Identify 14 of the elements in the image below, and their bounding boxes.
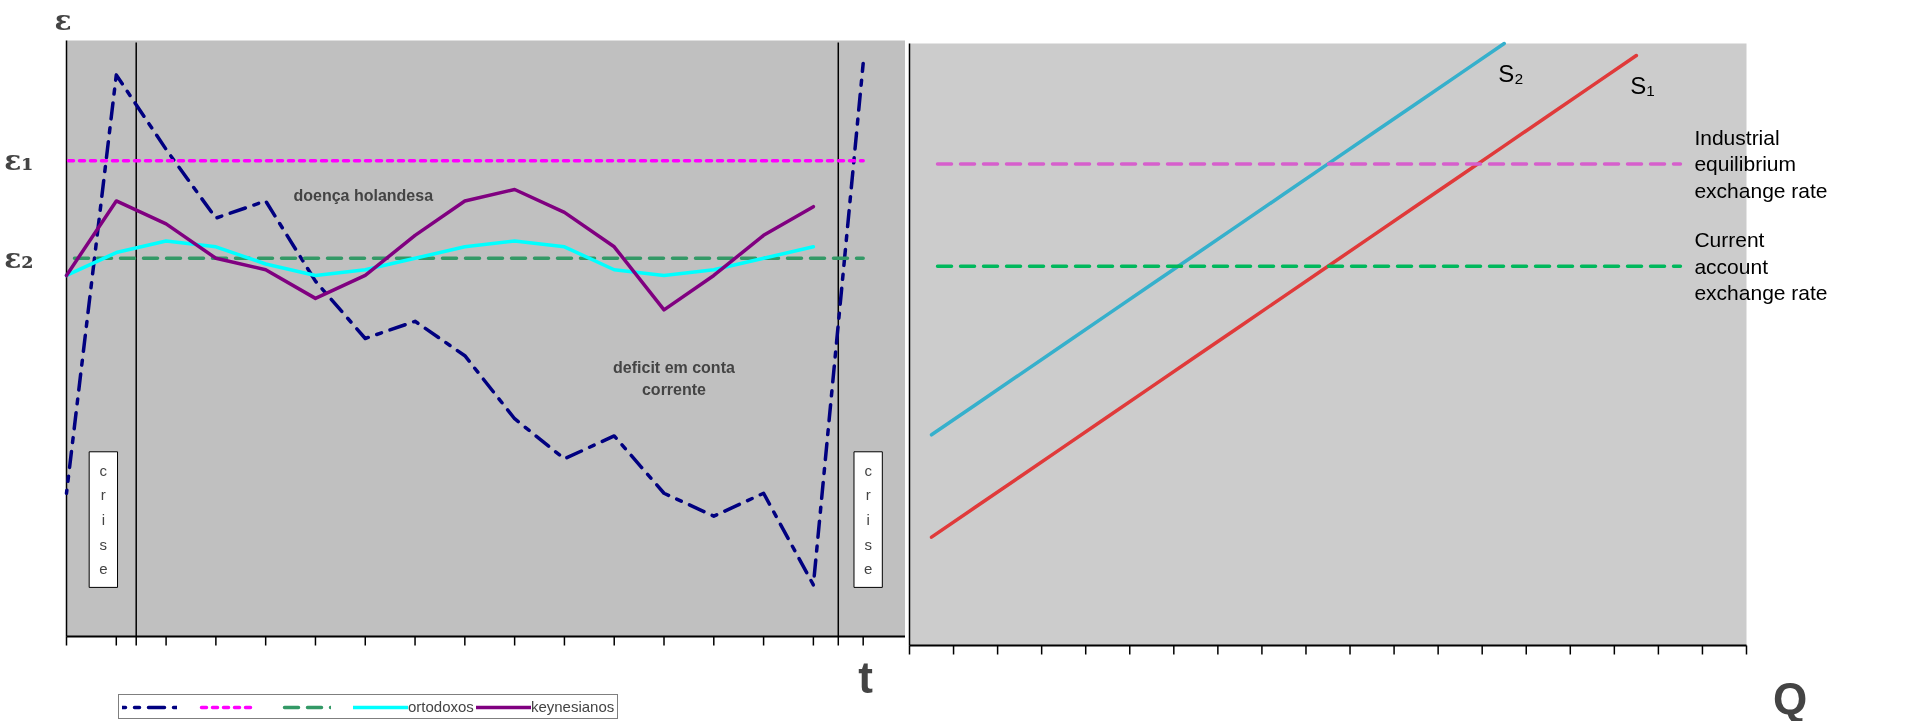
x-axis-title: t (858, 652, 874, 702)
annotation: crise (863, 461, 873, 578)
y-axis-title: ε (54, 3, 72, 37)
series-label: S₁ (1630, 71, 1655, 99)
annotation: deficit em conta corrente (613, 359, 735, 399)
legend-label: ortodoxos (408, 698, 474, 715)
annotation: doença holandesa (293, 186, 434, 204)
series-label: S₂ (1498, 59, 1524, 87)
text: ε₁ (4, 144, 34, 178)
annotation: crise (99, 461, 108, 578)
series-label: Industrial equilibrium exchange rate (1694, 125, 1828, 202)
text: ε₂ (4, 241, 34, 275)
series-label: Current account exchange rate (1694, 228, 1828, 305)
legend-label: keynesianos (530, 698, 615, 715)
